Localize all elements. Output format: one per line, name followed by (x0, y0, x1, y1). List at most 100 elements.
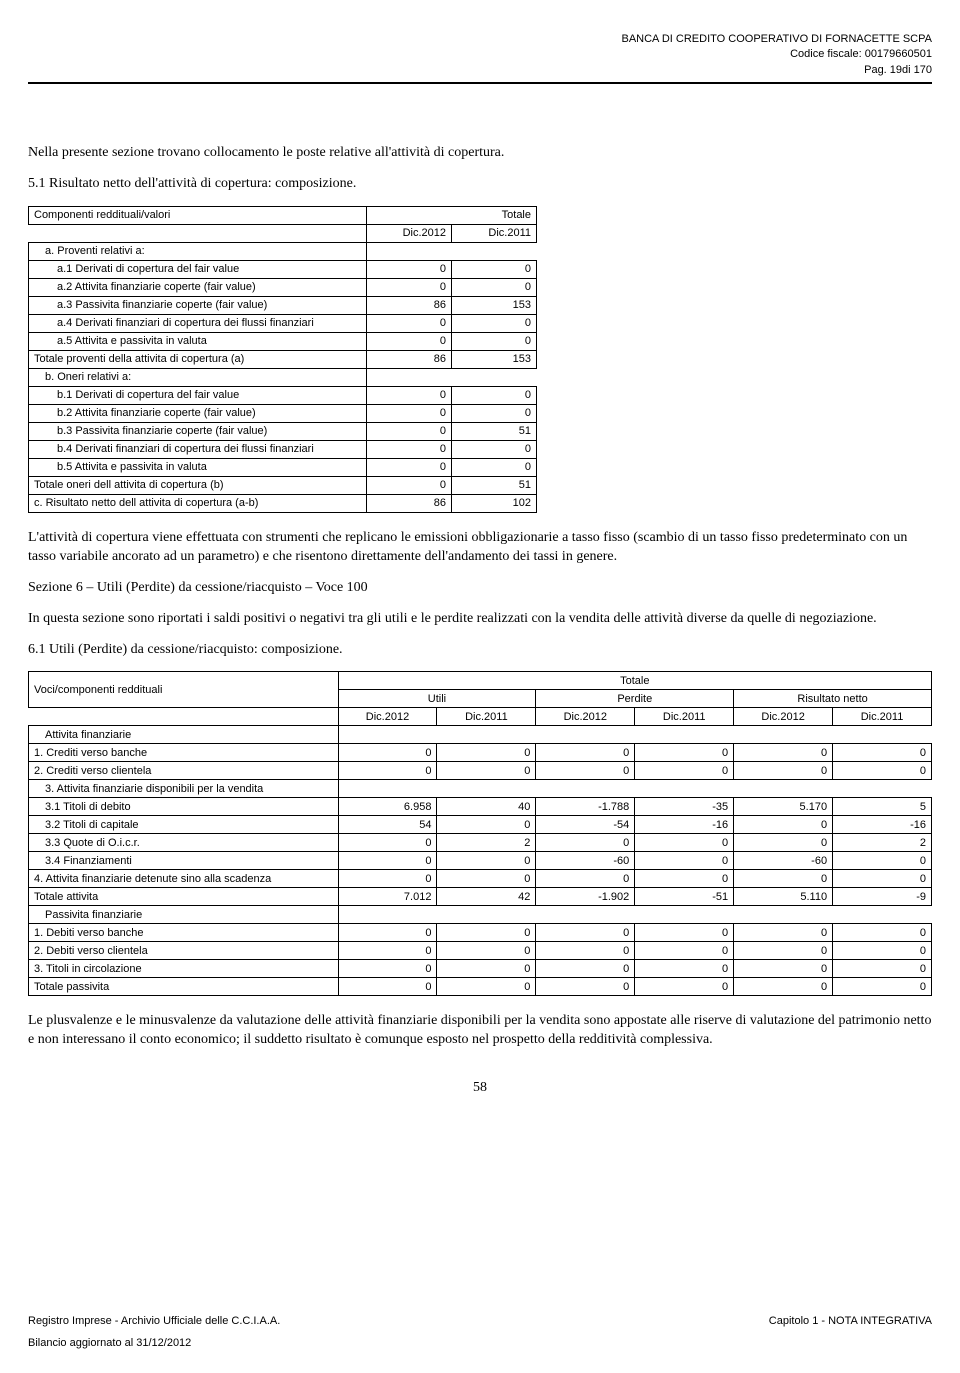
header-divider (28, 82, 932, 84)
row-value-1: 0 (437, 762, 536, 780)
header-fiscal-code: Codice fiscale: 00179660501 (28, 47, 932, 62)
row-value-2 (536, 726, 635, 744)
t1-header-total: Totale (367, 206, 537, 224)
para-after-t2: Le plusvalenze e le minusvalenze da valu… (28, 1012, 932, 1050)
table-row: a.5 Attivita e passivita in valuta00 (29, 332, 537, 350)
row-value-2011: 51 (452, 422, 537, 440)
section-6-1-title: 6.1 Utili (Perdite) da cessione/riacquis… (28, 641, 932, 660)
row-value-1: 0 (437, 870, 536, 888)
row-value-2011: 0 (452, 440, 537, 458)
row-label: Totale passivita (29, 978, 339, 996)
row-value-2: 0 (536, 924, 635, 942)
document-page: BANCA DI CREDITO COOPERATIVO DI FORNACET… (0, 0, 960, 1373)
row-value-2012: 86 (367, 350, 452, 368)
row-value-2 (536, 780, 635, 798)
table-row: 2. Debiti verso clientela000000 (29, 942, 932, 960)
table-row: Passivita finanziarie (29, 906, 932, 924)
row-value-2: -1.788 (536, 798, 635, 816)
row-value-1 (437, 906, 536, 924)
row-value-1: 42 (437, 888, 536, 906)
row-label: 1. Crediti verso banche (29, 744, 339, 762)
table-row: a.1 Derivati di copertura del fair value… (29, 260, 537, 278)
row-label: 3. Titoli in circolazione (29, 960, 339, 978)
row-value-4: 0 (734, 816, 833, 834)
row-value-2: 0 (536, 762, 635, 780)
row-value-0: 0 (338, 960, 437, 978)
row-value-2: -60 (536, 852, 635, 870)
row-value-2011: 102 (452, 494, 537, 512)
row-value-2: 0 (536, 960, 635, 978)
row-value-2012: 86 (367, 494, 452, 512)
row-value-2011: 51 (452, 476, 537, 494)
row-value-2011: 0 (452, 458, 537, 476)
t2-y2-2: Dic.2011 (635, 708, 734, 726)
row-value-2012: 0 (367, 332, 452, 350)
table-6-1: Voci/componenti reddituali Totale Utili … (28, 671, 932, 996)
row-value-1: 0 (437, 816, 536, 834)
row-label: 1. Debiti verso banche (29, 924, 339, 942)
row-label: b.3 Passivita finanziarie coperte (fair … (29, 422, 367, 440)
table-row: 1. Debiti verso banche000000 (29, 924, 932, 942)
row-value-1: 0 (437, 744, 536, 762)
row-value-0: 0 (338, 744, 437, 762)
row-value-2: 0 (536, 978, 635, 996)
row-value-2011: 0 (452, 332, 537, 350)
table-row: b. Oneri relativi a: (29, 368, 537, 386)
row-value-3 (635, 906, 734, 924)
footer-left: Registro Imprese - Archivio Ufficiale de… (28, 1315, 280, 1327)
row-value-2012 (367, 242, 452, 260)
table-row: b.2 Attivita finanziarie coperte (fair v… (29, 404, 537, 422)
table-row: 1. Crediti verso banche000000 (29, 744, 932, 762)
section-6-intro: In questa sezione sono riportati i saldi… (28, 610, 932, 629)
row-label: b. Oneri relativi a: (29, 368, 367, 386)
row-value-0: 0 (338, 834, 437, 852)
row-value-4 (734, 726, 833, 744)
row-label: b.5 Attivita e passivita in valuta (29, 458, 367, 476)
row-value-3: 0 (635, 762, 734, 780)
row-value-0: 0 (338, 852, 437, 870)
table-row: 3.4 Finanziamenti00-600-600 (29, 852, 932, 870)
row-value-2: -1.902 (536, 888, 635, 906)
row-value-2012: 86 (367, 296, 452, 314)
row-value-5: 0 (833, 960, 932, 978)
row-value-5 (833, 780, 932, 798)
section-6-title: Sezione 6 – Utili (Perdite) da cessione/… (28, 579, 932, 598)
row-value-3: 0 (635, 870, 734, 888)
header-page: Pag. 19di 170 (28, 63, 932, 78)
row-value-0: 54 (338, 816, 437, 834)
table-row: a.2 Attivita finanziarie coperte (fair v… (29, 278, 537, 296)
row-value-5 (833, 906, 932, 924)
table-row: Totale attivita7.01242-1.902-515.110-9 (29, 888, 932, 906)
row-value-0: 0 (338, 978, 437, 996)
row-value-3: -51 (635, 888, 734, 906)
row-value-0: 6.958 (338, 798, 437, 816)
row-label: a.1 Derivati di copertura del fair value (29, 260, 367, 278)
row-label: b.2 Attivita finanziarie coperte (fair v… (29, 404, 367, 422)
t2-header-total: Totale (338, 672, 931, 690)
row-value-1: 40 (437, 798, 536, 816)
row-label: c. Risultato netto dell attivita di cope… (29, 494, 367, 512)
page-footer: Registro Imprese - Archivio Ufficiale de… (28, 1315, 932, 1349)
t2-sub-perdite: Perdite (536, 690, 734, 708)
row-value-2: -54 (536, 816, 635, 834)
section-5-1-title: 5.1 Risultato netto dell'attività di cop… (28, 175, 932, 194)
row-value-4: 5.110 (734, 888, 833, 906)
row-value-3: 0 (635, 834, 734, 852)
table-row: 2. Crediti verso clientela000000 (29, 762, 932, 780)
row-value-5: 0 (833, 924, 932, 942)
table-row: Totale proventi della attivita di copert… (29, 350, 537, 368)
row-value-2: 0 (536, 942, 635, 960)
row-value-4: 0 (734, 942, 833, 960)
intro-text: Nella presente sezione trovano collocame… (28, 144, 932, 163)
row-label: 3.1 Titoli di debito (29, 798, 339, 816)
row-value-4 (734, 780, 833, 798)
t2-header-main: Voci/componenti reddituali (29, 672, 339, 708)
row-value-5: 5 (833, 798, 932, 816)
t2-sub-risultato: Risultato netto (734, 690, 932, 708)
row-value-3: 0 (635, 942, 734, 960)
row-value-4: 5.170 (734, 798, 833, 816)
row-label: Totale attivita (29, 888, 339, 906)
row-value-2011: 0 (452, 386, 537, 404)
t2-blank-cell (29, 708, 339, 726)
table-row: a.3 Passivita finanziarie coperte (fair … (29, 296, 537, 314)
